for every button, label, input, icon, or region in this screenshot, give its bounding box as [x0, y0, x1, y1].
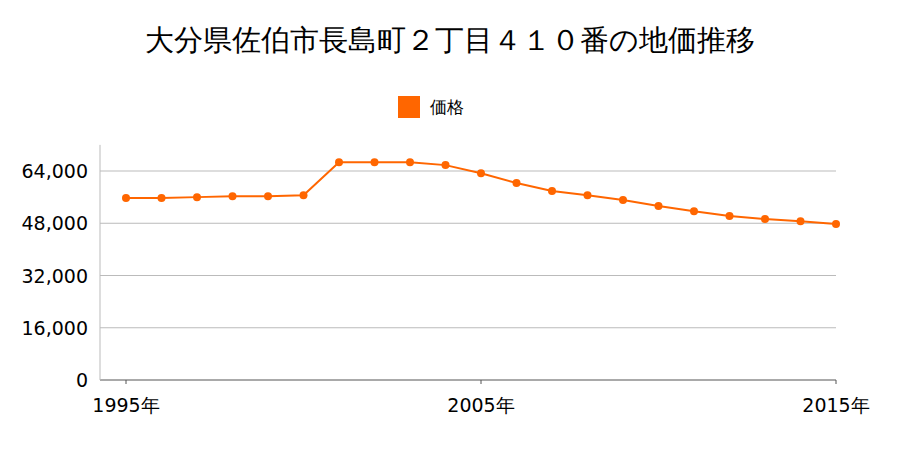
point: [442, 161, 450, 169]
point: [477, 169, 485, 177]
point: [832, 220, 840, 228]
point: [406, 158, 414, 166]
x-tick: [481, 380, 482, 384]
y-tick-label: 0: [76, 369, 88, 391]
legend-label: 価格: [430, 97, 464, 117]
plot-area: [122, 158, 840, 228]
point: [229, 192, 237, 200]
point: [797, 217, 805, 225]
point: [122, 194, 130, 202]
point: [264, 192, 272, 200]
x-tick-label: 2005年: [447, 394, 514, 416]
point: [335, 158, 343, 166]
x-tick: [126, 380, 127, 384]
point: [300, 191, 308, 199]
legend-swatch: [398, 96, 420, 118]
grid-line: [100, 275, 836, 276]
line: [126, 162, 836, 224]
grid-line: [100, 327, 836, 328]
chart: 大分県佐伯市長島町２丁目４１０番の地価推移価格 0 16,000 32,000 48,0…: [0, 0, 900, 450]
point: [619, 196, 627, 204]
y-tick-label: 64,000: [22, 160, 88, 182]
point: [371, 158, 379, 166]
x-tick-label: 1995年: [92, 394, 159, 416]
point: [193, 193, 201, 201]
y-tick-label: 32,000: [22, 265, 88, 287]
y-tick-label: 48,000: [22, 212, 88, 234]
point: [158, 194, 166, 202]
y-tick-label: 16,000: [22, 317, 88, 339]
point: [761, 215, 769, 223]
point: [584, 191, 592, 199]
grid-line: [100, 380, 836, 381]
point: [690, 207, 698, 215]
x-tick: [836, 380, 837, 384]
x-tick-label: 2015年: [802, 394, 869, 416]
grid-line: [100, 223, 836, 224]
y-axis: [100, 145, 101, 380]
point: [548, 187, 556, 195]
title: 大分県佐伯市長島町２丁目４１０番の地価推移: [145, 23, 755, 57]
point: [726, 212, 734, 220]
point: [513, 179, 521, 187]
point: [655, 202, 663, 210]
